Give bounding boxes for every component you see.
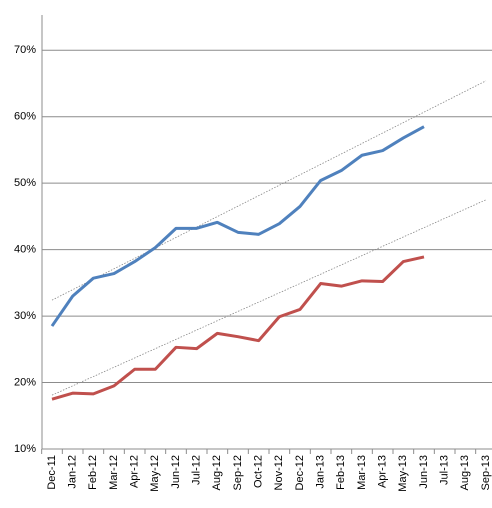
series-line [50,125,425,327]
x-tick-label: Apr-12 [129,455,141,488]
x-tick-label: Feb-12 [87,455,99,490]
y-tick-label: 40% [14,244,36,256]
x-tick-label: Sep-13 [480,455,492,490]
x-tick-label: Nov-12 [273,455,285,490]
x-tick-label: Jan-13 [315,455,327,489]
x-tick-label: Aug-12 [211,455,223,490]
x-tick-label: Jun-13 [418,455,430,489]
x-tick-label: Jul-12 [191,455,203,485]
series-line [51,255,425,401]
y-tick-label: 20% [14,376,36,388]
x-tick-label: May-12 [149,455,161,492]
y-tick-label: 60% [14,111,36,123]
trend-line [51,199,487,396]
y-tick-label: 70% [14,44,36,56]
x-tick-label: Jun-12 [170,455,182,489]
x-tick-label: Aug-13 [459,455,471,490]
y-tick-label: 10% [14,443,36,455]
x-tick-label: Feb-13 [335,455,347,490]
x-tick-label: May-13 [397,455,409,492]
x-tick-label: Mar-12 [108,455,120,490]
x-tick-label: Dec-11 [46,455,58,490]
x-tick-label: Sep-12 [232,455,244,490]
y-tick-label: 50% [14,177,36,189]
x-tick-label: Jul-13 [439,455,451,485]
trend-line [51,80,487,301]
y-tick-label: 30% [14,310,36,322]
x-tick-label: Apr-13 [377,455,389,488]
x-tick-label: Oct-12 [253,455,265,488]
x-tick-label: Mar-13 [356,455,368,490]
x-tick-label: Dec-12 [294,455,306,490]
x-tick-label: Jan-12 [67,455,79,489]
